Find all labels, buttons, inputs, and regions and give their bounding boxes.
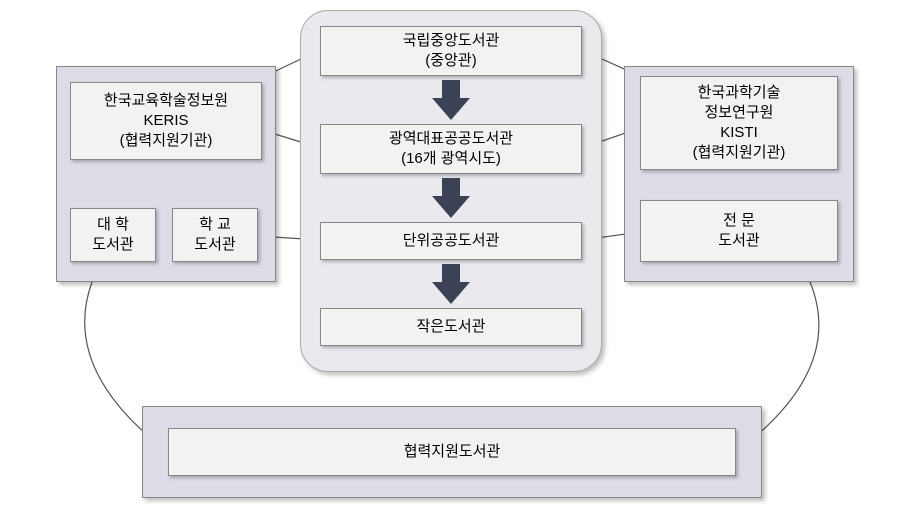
- right-top-l2: 정보연구원: [704, 103, 773, 123]
- right-child-l1: 전 문: [723, 211, 755, 231]
- right-top-l1: 한국과학기술: [698, 83, 781, 103]
- right-top-node: 한국과학기술 정보연구원 KISTI (협력지원기관): [640, 76, 838, 170]
- left-top-l3: (협력지원기관): [120, 131, 213, 151]
- right-top-l4: (협력지원기관): [693, 143, 786, 163]
- center-node-2-l1: 광역대표공공도서관: [389, 129, 513, 149]
- arrow-1: [432, 80, 470, 125]
- left-child-2-l1: 학 교: [199, 215, 231, 235]
- center-node-4: 작은도서관: [320, 308, 582, 346]
- right-top-l3: KISTI: [720, 123, 758, 143]
- arrow-3: [432, 264, 470, 309]
- left-child-1-l2: 도서관: [92, 235, 133, 255]
- right-child: 전 문 도서관: [640, 200, 838, 262]
- left-top-l2: KERIS: [143, 111, 188, 131]
- center-node-2-l2: (16개 광역시도): [401, 149, 501, 169]
- left-top-node: 한국교육학술정보원 KERIS (협력지원기관): [70, 82, 262, 160]
- arrow-2: [432, 178, 470, 223]
- center-node-4-l1: 작은도서관: [416, 317, 485, 337]
- center-node-1-l1: 국립중앙도서관: [403, 31, 500, 51]
- bottom-node-l1: 협력지원도서관: [404, 442, 501, 462]
- center-node-1: 국립중앙도서관 (중앙관): [320, 26, 582, 76]
- bottom-node: 협력지원도서관: [168, 428, 736, 476]
- left-child-2: 학 교 도서관: [172, 208, 258, 262]
- left-child-1-l1: 대 학: [97, 215, 129, 235]
- center-node-2: 광역대표공공도서관 (16개 광역시도): [320, 124, 582, 174]
- center-node-1-l2: (중앙관): [425, 51, 476, 71]
- left-top-l1: 한국교육학술정보원: [104, 91, 228, 111]
- left-child-2-l2: 도서관: [194, 235, 235, 255]
- right-child-l2: 도서관: [718, 231, 759, 251]
- center-node-3-l1: 단위공공도서관: [403, 231, 500, 251]
- left-child-1: 대 학 도서관: [70, 208, 156, 262]
- center-node-3: 단위공공도서관: [320, 222, 582, 260]
